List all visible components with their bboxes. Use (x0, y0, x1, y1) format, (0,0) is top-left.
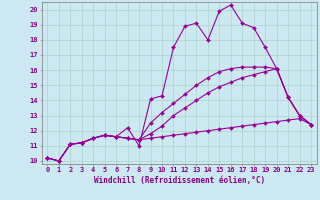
X-axis label: Windchill (Refroidissement éolien,°C): Windchill (Refroidissement éolien,°C) (94, 176, 265, 185)
